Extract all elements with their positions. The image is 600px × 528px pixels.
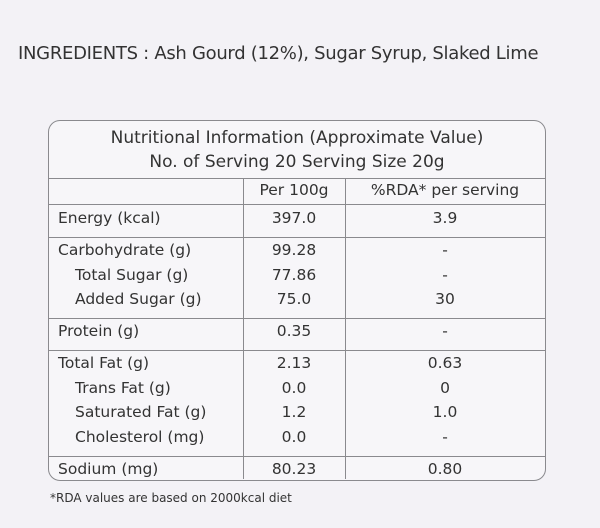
per-100g: 75.0 [276,290,312,308]
nutrient-name: Protein (g) [58,322,140,340]
table-subtitle: No. of Serving 20 Serving Size 20g [149,152,445,172]
per-100g: 77.86 [271,265,317,284]
nutrient-name: Total Fat (g) [58,354,150,372]
nutrient-name: Cholesterol (mg) [75,427,205,446]
per-100g: 1.2 [281,403,307,421]
rule [49,350,545,351]
nutrient-name: Added Sugar (g) [75,290,202,308]
nutrient-name: Saturated Fat (g) [75,403,207,421]
column-header: Per 100g [259,181,329,199]
column-header: %RDA* per serving [370,181,520,199]
per-100g: 397.0 [271,209,317,227]
rda: 0.80 [427,459,463,478]
per-100g: 2.13 [276,354,312,372]
nutrient-name: Sodium (mg) [58,459,159,478]
rda: 0 [440,378,450,397]
per-100g: 99.28 [271,241,317,259]
table-title: Nutritional Information (Approximate Val… [110,128,484,148]
nutrient-name: Total Sugar (g) [75,265,189,284]
rule [49,178,545,179]
rda: - [442,322,448,340]
rda: - [442,265,448,284]
column-rule [345,178,346,479]
rda: 3.9 [432,209,458,227]
rda: - [442,241,448,259]
nutrient-name: Carbohydrate (g) [58,241,192,259]
rda: 30 [435,290,455,308]
column-rule [243,178,244,479]
rule [49,318,545,319]
per-100g: 80.23 [271,459,317,478]
rule [49,237,545,238]
nutrient-name: Energy (kcal) [58,209,161,227]
rule [49,204,545,205]
rda: - [442,427,448,446]
rda: 0.63 [427,354,463,372]
per-100g: 0.0 [281,378,307,397]
ingredients: INGREDIENTS : Ash Gourd (12%), Sugar Syr… [18,43,539,64]
per-100g: 0.35 [276,322,312,340]
nutrition-table [48,120,546,481]
footnote: *RDA values are based on 2000kcal diet [50,491,292,505]
rda: 1.0 [432,403,458,421]
rule [49,456,545,457]
nutrient-name: Trans Fat (g) [75,378,171,397]
per-100g: 0.0 [281,427,307,446]
